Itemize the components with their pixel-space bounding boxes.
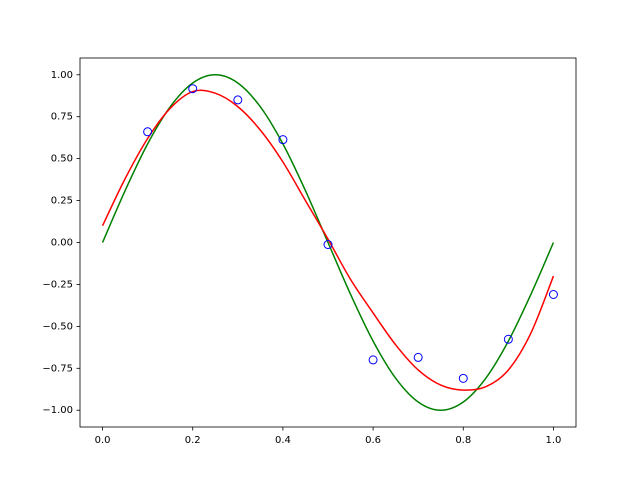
- scatter-point: [278, 135, 288, 145]
- scatter-point: [413, 352, 423, 362]
- y-tick-label: −0.75: [42, 363, 73, 374]
- scatter-point: [458, 373, 468, 383]
- scatter-point: [548, 289, 558, 299]
- scatter-point: [368, 355, 378, 365]
- x-tick-label: 0.8: [455, 435, 471, 446]
- line: [101, 89, 555, 391]
- y-tick-label: 1.00: [51, 70, 73, 81]
- scatter-point: [143, 127, 153, 137]
- scatter-point: [188, 84, 198, 94]
- x-tick-label: 0.0: [95, 435, 111, 446]
- x-tick-label: 0.6: [365, 435, 381, 446]
- x-tick-label: 1.0: [546, 435, 562, 446]
- y-tick-label: 0.75: [51, 112, 73, 123]
- y-tick-label: 0.00: [51, 238, 73, 249]
- axes-frame: [79, 57, 577, 428]
- scatter-point: [503, 334, 513, 344]
- scatter-point: [323, 240, 333, 250]
- y-tick-label: 0.25: [51, 196, 73, 207]
- x-tick-label: 0.4: [275, 435, 291, 446]
- y-tick-label: −1.00: [42, 405, 73, 416]
- x-tick-label: 0.2: [185, 435, 201, 446]
- y-tick-label: −0.25: [42, 279, 73, 290]
- scatter-point: [233, 95, 243, 105]
- y-tick-label: −0.50: [42, 321, 73, 332]
- y-tick-label: 0.50: [51, 154, 73, 165]
- line: [101, 74, 555, 411]
